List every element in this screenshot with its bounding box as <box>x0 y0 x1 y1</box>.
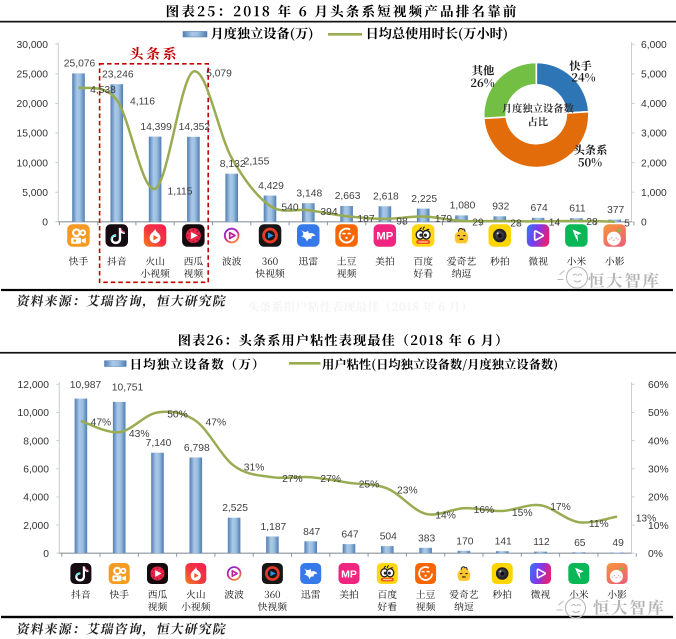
svg-text:141: 141 <box>495 537 512 548</box>
svg-text:5,000: 5,000 <box>22 188 48 199</box>
svg-text:4,429: 4,429 <box>258 181 284 192</box>
svg-text:2,155: 2,155 <box>244 156 270 167</box>
svg-text:1,187: 1,187 <box>261 522 287 533</box>
svg-text:98: 98 <box>396 216 408 227</box>
svg-text:11%: 11% <box>589 519 609 530</box>
svg-text:4,000: 4,000 <box>23 493 49 504</box>
svg-text:112: 112 <box>533 537 550 548</box>
svg-text:20%: 20% <box>648 493 669 504</box>
svg-text:1,000: 1,000 <box>641 188 667 199</box>
svg-text:23%: 23% <box>397 485 418 496</box>
svg-text:2,000: 2,000 <box>641 158 667 169</box>
svg-text:14%: 14% <box>435 511 456 522</box>
svg-text:30%: 30% <box>648 464 669 475</box>
svg-text:25,000: 25,000 <box>17 70 49 81</box>
svg-text:2,225: 2,225 <box>411 194 437 205</box>
svg-text:10,000: 10,000 <box>17 158 49 169</box>
svg-text:179: 179 <box>435 214 452 225</box>
svg-text:647: 647 <box>341 530 358 541</box>
svg-text:47%: 47% <box>91 418 112 429</box>
svg-text:2,525: 2,525 <box>222 503 248 514</box>
svg-text:932: 932 <box>492 202 509 213</box>
svg-text:1,080: 1,080 <box>450 201 476 212</box>
svg-text:5,079: 5,079 <box>206 68 232 79</box>
svg-text:15,000: 15,000 <box>17 129 49 140</box>
svg-text:611: 611 <box>569 203 586 214</box>
svg-text:3,148: 3,148 <box>296 188 322 199</box>
svg-text:187: 187 <box>357 214 374 225</box>
svg-text:847: 847 <box>303 527 320 538</box>
svg-text:4,538: 4,538 <box>90 85 116 96</box>
svg-text:43%: 43% <box>129 429 150 440</box>
svg-text:1,115: 1,115 <box>167 186 192 197</box>
svg-text:394: 394 <box>320 207 337 218</box>
svg-text:65: 65 <box>574 538 586 549</box>
svg-text:4,000: 4,000 <box>641 99 667 110</box>
svg-text:14,352: 14,352 <box>179 122 211 133</box>
svg-text:17%: 17% <box>550 502 571 513</box>
svg-text:23,246: 23,246 <box>102 69 134 80</box>
svg-text:4,116: 4,116 <box>130 96 155 107</box>
svg-text:12,000: 12,000 <box>18 380 50 391</box>
svg-text:29: 29 <box>472 218 484 229</box>
svg-text:40%: 40% <box>648 436 669 447</box>
svg-text:15%: 15% <box>512 508 533 519</box>
svg-text:3,000: 3,000 <box>641 129 667 140</box>
svg-text:50%: 50% <box>167 409 188 420</box>
svg-text:10,987: 10,987 <box>70 380 102 391</box>
svg-text:6,000: 6,000 <box>23 464 49 475</box>
svg-text:6,000: 6,000 <box>641 40 667 51</box>
svg-text:28: 28 <box>586 217 598 228</box>
svg-text:5,000: 5,000 <box>641 70 667 81</box>
svg-text:0%: 0% <box>648 549 663 560</box>
svg-text:30,000: 30,000 <box>17 40 49 51</box>
svg-text:5: 5 <box>624 218 630 229</box>
svg-text:25,076: 25,076 <box>64 59 96 70</box>
svg-text:10%: 10% <box>648 521 669 532</box>
svg-text:6,798: 6,798 <box>184 443 210 454</box>
svg-text:0: 0 <box>42 218 48 229</box>
svg-text:28: 28 <box>510 218 522 229</box>
svg-text:47%: 47% <box>205 418 226 429</box>
svg-text:20,000: 20,000 <box>17 99 49 110</box>
svg-text:14,399: 14,399 <box>140 122 172 133</box>
svg-text:50%: 50% <box>648 408 669 419</box>
svg-text:8,000: 8,000 <box>23 436 49 447</box>
svg-text:0: 0 <box>43 549 49 560</box>
svg-text:2,663: 2,663 <box>335 191 361 202</box>
svg-text:540: 540 <box>281 203 298 214</box>
svg-text:27%: 27% <box>320 474 341 485</box>
svg-text:170: 170 <box>456 536 473 547</box>
svg-text:674: 674 <box>531 203 548 214</box>
svg-text:60%: 60% <box>648 380 669 391</box>
svg-text:383: 383 <box>418 533 435 544</box>
svg-text:7,140: 7,140 <box>146 438 172 449</box>
svg-text:10,000: 10,000 <box>18 408 50 419</box>
svg-text:13%: 13% <box>636 513 657 524</box>
svg-text:0: 0 <box>641 218 647 229</box>
svg-text:2,618: 2,618 <box>373 192 399 203</box>
svg-text:49: 49 <box>612 538 624 549</box>
svg-text:27%: 27% <box>282 474 303 485</box>
svg-text:8,132: 8,132 <box>220 159 246 170</box>
svg-text:10,751: 10,751 <box>112 382 144 393</box>
svg-text:14: 14 <box>549 218 561 229</box>
svg-text:25%: 25% <box>359 480 380 491</box>
svg-text:377: 377 <box>607 205 624 216</box>
svg-text:504: 504 <box>380 532 397 543</box>
svg-text:31%: 31% <box>244 463 265 474</box>
svg-text:16%: 16% <box>474 505 495 516</box>
svg-text:2,000: 2,000 <box>23 521 49 532</box>
